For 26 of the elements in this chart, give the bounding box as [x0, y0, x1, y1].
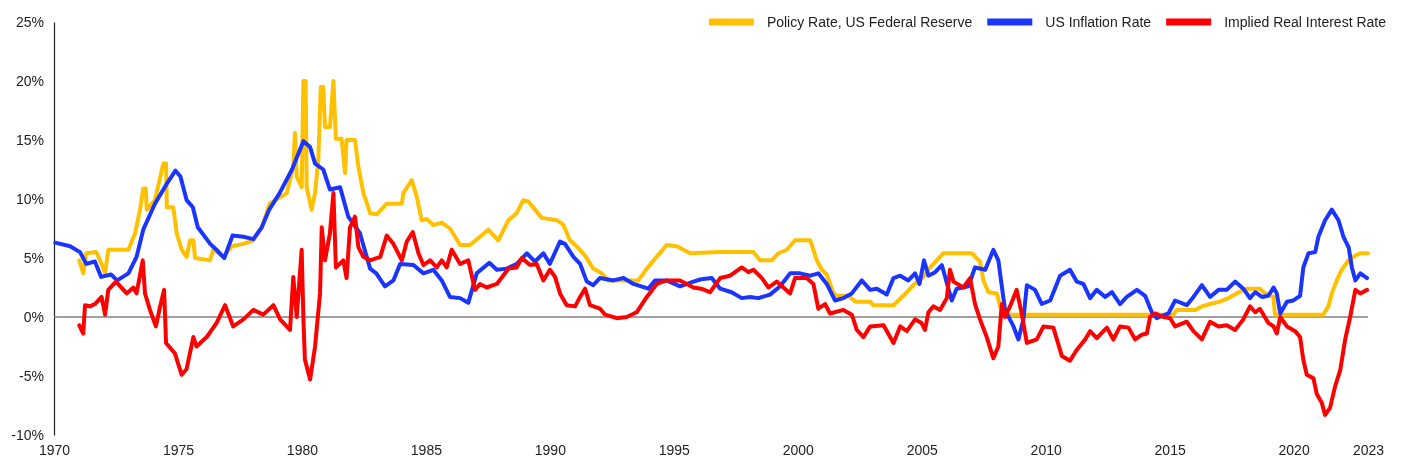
- x-tick-label: 2005: [906, 441, 939, 458]
- x-tick-label: 2015: [1154, 441, 1186, 458]
- x-tick-label: 2020: [1278, 441, 1310, 458]
- x-tick-label: 1980: [286, 441, 319, 458]
- x-tick-label: 1990: [534, 441, 567, 458]
- y-tick-label: -5%: [19, 367, 44, 384]
- y-tick-label: -10%: [11, 426, 44, 443]
- y-tick-label: 15%: [15, 131, 44, 148]
- x-tick-label: 1985: [410, 441, 443, 458]
- x-tick-label: 1975: [162, 441, 195, 458]
- x-tick-label: 1970: [38, 441, 71, 458]
- legend-label: Policy Rate, US Federal Reserve: [766, 14, 973, 30]
- legend-label: Implied Real Interest Rate: [1224, 14, 1387, 30]
- legend-label: US Inflation Rate: [1045, 14, 1152, 30]
- y-tick-label: 5%: [23, 249, 44, 266]
- line-series: [77, 191, 1370, 417]
- y-tick-label: 0%: [23, 308, 44, 325]
- x-tick-label: 2010: [1030, 441, 1062, 458]
- x-tick-label: 2023: [1352, 441, 1385, 458]
- y-tick-label: 10%: [15, 190, 44, 207]
- y-tick-label: 20%: [15, 72, 44, 89]
- x-tick-label: 1995: [658, 441, 691, 458]
- x-tick-label: 2000: [782, 441, 815, 458]
- y-tick-label: 25%: [15, 13, 44, 30]
- line-series: [53, 139, 1370, 342]
- line-series: [77, 79, 1370, 317]
